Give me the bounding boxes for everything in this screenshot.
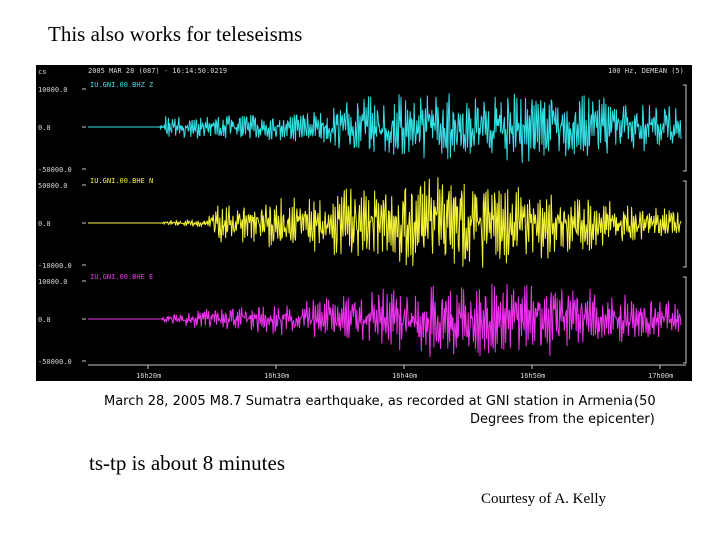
- y-tick-label: 50000.0: [38, 182, 68, 190]
- channel-label: IU.GNI.00.BHE E: [90, 273, 153, 281]
- channel-bracket: [683, 276, 687, 364]
- channel-label: IU.GNI.00.BHZ Z: [90, 81, 153, 89]
- caption-line-1-distance: (50: [634, 394, 656, 409]
- channel-bracket: [683, 84, 687, 172]
- seismogram-plot: cs 2005 MAR 28 (087) - 16:14:50.0219 100…: [38, 67, 687, 380]
- y-tick-label: -50000.0: [38, 358, 72, 366]
- y-tick-label: 0.0: [38, 220, 51, 228]
- x-tick-label: 16h20m: [136, 372, 161, 380]
- x-tick-label: 17h00m: [648, 372, 673, 380]
- trace-2: [88, 177, 682, 268]
- header-left: 2005 MAR 28 (087) - 16:14:50.0219: [88, 67, 227, 75]
- y-tick-label: 0.0: [38, 124, 51, 132]
- corner-label: cs: [38, 68, 46, 76]
- header-right: 100 Hz, DEMEAN (5): [608, 67, 684, 75]
- y-tick-label: -10000.0: [38, 262, 72, 270]
- credit-line: Courtesy of A. Kelly: [481, 491, 606, 507]
- y-tick-label: 10000.0: [38, 86, 68, 94]
- slide-title: This also works for teleseisms: [48, 22, 303, 46]
- caption-line-1: March 28, 2005 M8.7 Sumatra earthquake, …: [104, 394, 633, 409]
- channel-bracket: [683, 180, 687, 268]
- x-tick-label: 16h30m: [264, 372, 289, 380]
- seismogram-panel: cs 2005 MAR 28 (087) - 16:14:50.0219 100…: [36, 65, 692, 381]
- y-tick-label: 0.0: [38, 316, 51, 324]
- y-tick-label: -50000.0: [38, 166, 72, 174]
- channel-label: IU.GNI.00.BHE N: [90, 177, 153, 185]
- x-tick-label: 16h40m: [392, 372, 417, 380]
- y-tick-label: 10000.0: [38, 278, 68, 286]
- arrival-note: ts-tp is about 8 minutes: [89, 451, 285, 475]
- trace-1: [88, 93, 682, 163]
- trace-3: [88, 283, 682, 358]
- x-tick-label: 16h50m: [520, 372, 545, 380]
- caption-line-2: Degrees from the epicenter): [470, 412, 655, 427]
